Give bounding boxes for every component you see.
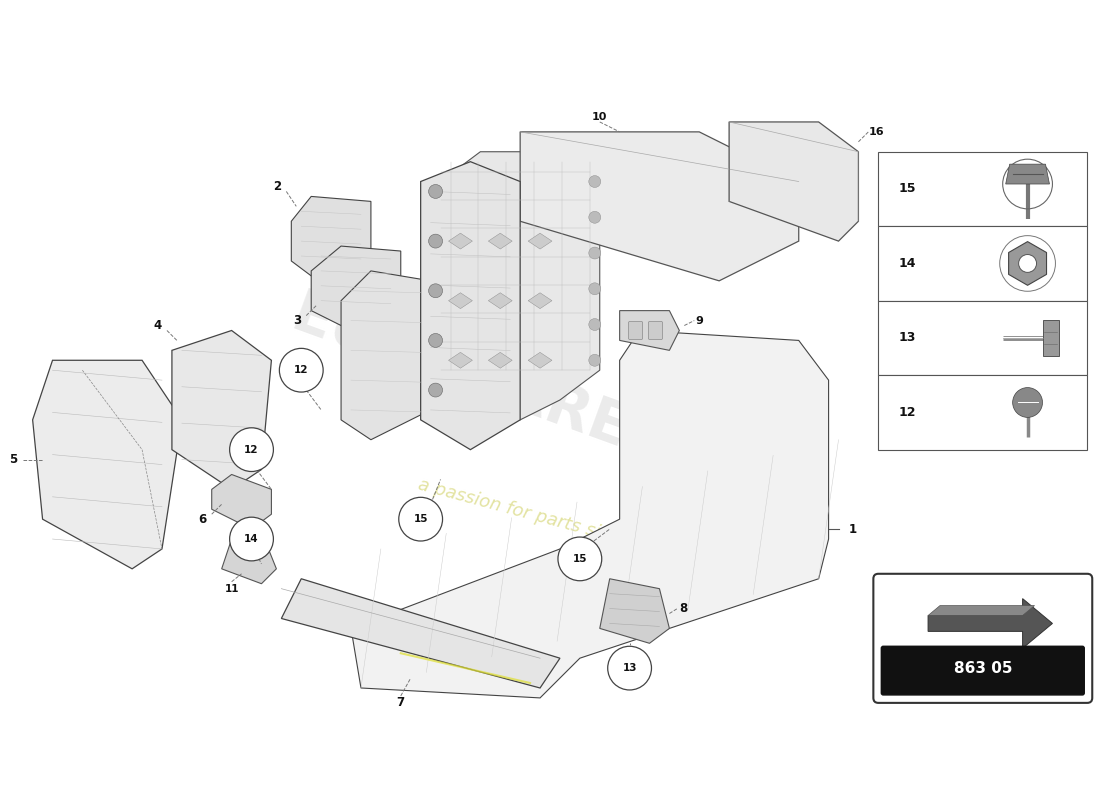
Text: 5: 5 xyxy=(10,453,18,466)
Polygon shape xyxy=(488,352,513,368)
Polygon shape xyxy=(351,330,828,698)
Text: 7: 7 xyxy=(397,696,405,710)
Circle shape xyxy=(429,383,442,397)
Text: 12: 12 xyxy=(244,445,258,454)
Text: 863 05: 863 05 xyxy=(954,661,1012,676)
Circle shape xyxy=(607,646,651,690)
Circle shape xyxy=(230,517,274,561)
Polygon shape xyxy=(282,578,560,688)
Text: 12: 12 xyxy=(899,406,915,419)
Polygon shape xyxy=(341,271,430,440)
Polygon shape xyxy=(449,233,472,249)
Polygon shape xyxy=(33,360,182,569)
Text: 15: 15 xyxy=(573,554,587,564)
Circle shape xyxy=(1019,254,1036,272)
Text: 16: 16 xyxy=(868,127,884,137)
Circle shape xyxy=(588,354,601,366)
Polygon shape xyxy=(729,122,858,241)
Circle shape xyxy=(429,234,442,248)
Circle shape xyxy=(1013,387,1043,418)
Circle shape xyxy=(230,428,274,471)
Polygon shape xyxy=(878,226,1087,301)
Text: a passion for parts since 1985: a passion for parts since 1985 xyxy=(417,475,683,563)
Circle shape xyxy=(588,211,601,223)
Polygon shape xyxy=(430,152,600,420)
Text: 15: 15 xyxy=(414,514,428,524)
Polygon shape xyxy=(878,152,1087,226)
Polygon shape xyxy=(520,132,799,281)
Polygon shape xyxy=(211,474,272,529)
Circle shape xyxy=(429,334,442,347)
Polygon shape xyxy=(222,539,276,584)
Polygon shape xyxy=(172,330,272,490)
Polygon shape xyxy=(1005,164,1049,184)
Text: 14: 14 xyxy=(899,257,915,270)
Polygon shape xyxy=(420,162,520,450)
FancyBboxPatch shape xyxy=(649,322,662,339)
Text: 8: 8 xyxy=(680,602,688,615)
Circle shape xyxy=(399,498,442,541)
Polygon shape xyxy=(488,233,513,249)
Circle shape xyxy=(588,247,601,259)
Polygon shape xyxy=(928,606,1034,615)
FancyBboxPatch shape xyxy=(873,574,1092,703)
Text: EUROCARES: EUROCARES xyxy=(284,286,676,474)
Polygon shape xyxy=(292,197,371,276)
Text: 14: 14 xyxy=(244,534,258,544)
Polygon shape xyxy=(449,352,472,368)
Circle shape xyxy=(588,318,601,330)
Polygon shape xyxy=(488,293,513,309)
Text: 13: 13 xyxy=(899,331,915,345)
Text: 4: 4 xyxy=(154,319,162,332)
Circle shape xyxy=(429,185,442,198)
Circle shape xyxy=(558,537,602,581)
Text: 12: 12 xyxy=(294,366,308,375)
Text: 1: 1 xyxy=(848,522,857,535)
Text: 2: 2 xyxy=(273,180,282,193)
Polygon shape xyxy=(1009,242,1046,286)
Polygon shape xyxy=(878,301,1087,375)
Polygon shape xyxy=(449,293,472,309)
Polygon shape xyxy=(600,578,670,643)
Circle shape xyxy=(429,284,442,298)
FancyBboxPatch shape xyxy=(881,646,1085,695)
Circle shape xyxy=(279,348,323,392)
Text: 11: 11 xyxy=(224,584,239,594)
Circle shape xyxy=(588,283,601,294)
Polygon shape xyxy=(928,598,1053,648)
Circle shape xyxy=(588,175,601,187)
Polygon shape xyxy=(1043,320,1059,356)
Text: 3: 3 xyxy=(293,314,301,327)
Polygon shape xyxy=(311,246,400,326)
Polygon shape xyxy=(528,352,552,368)
FancyBboxPatch shape xyxy=(628,322,642,339)
Text: 15: 15 xyxy=(899,182,915,195)
Polygon shape xyxy=(528,293,552,309)
Text: 10: 10 xyxy=(592,112,607,122)
Text: 13: 13 xyxy=(623,663,637,673)
Polygon shape xyxy=(528,233,552,249)
Text: 6: 6 xyxy=(198,513,207,526)
Text: 9: 9 xyxy=(695,315,703,326)
Polygon shape xyxy=(878,375,1087,450)
Polygon shape xyxy=(619,310,680,350)
